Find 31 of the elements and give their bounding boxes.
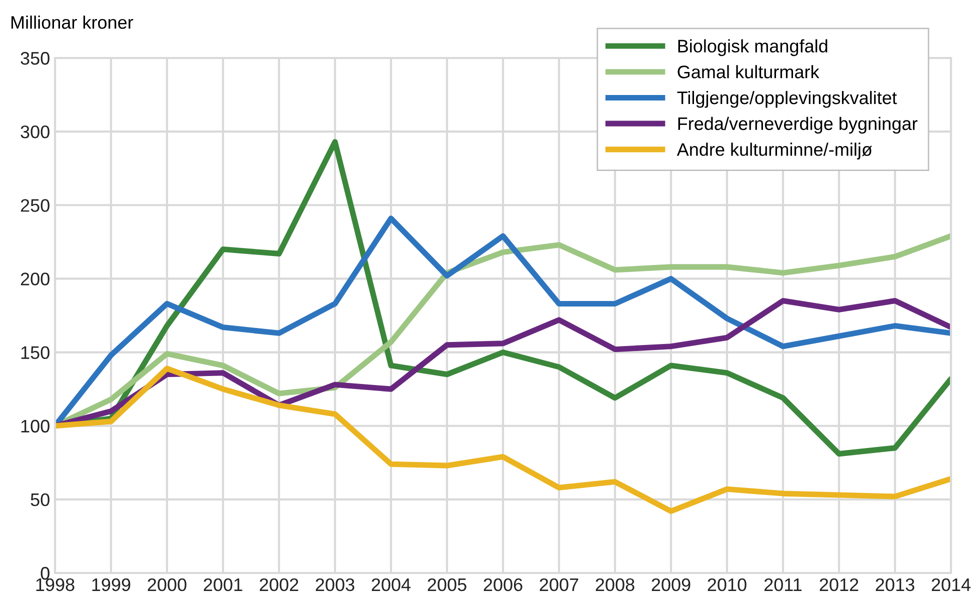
x-tick-label: 2014: [932, 578, 971, 592]
x-tick-label: 2010: [708, 578, 746, 592]
x-tick-label: 2002: [260, 578, 298, 592]
x-tick-label: 2008: [596, 578, 634, 592]
x-tick-label: 2003: [316, 578, 354, 592]
y-tick-label: 250: [20, 199, 50, 212]
x-tick-label: 2000: [148, 578, 186, 592]
x-tick-label: 2012: [820, 578, 858, 592]
x-tick-label: 1999: [92, 578, 130, 592]
x-tick-label: 2013: [876, 578, 914, 592]
y-tick-label: 50: [30, 493, 50, 506]
legend-label: Andre kulturminne/-miljø: [676, 142, 872, 160]
x-tick-label: 2004: [372, 578, 411, 592]
y-axis-title: Millionar kroner: [11, 16, 134, 29]
legend-label: Biologisk mangfald: [678, 39, 828, 56]
x-tick-label: 2005: [428, 578, 466, 592]
x-tick-label: 2006: [484, 578, 522, 592]
y-tick-label: 300: [20, 126, 50, 138]
x-tick-label: 2001: [204, 578, 242, 592]
x-tick-label: 1998: [36, 578, 74, 592]
legend-label: Freda/verneverdige bygningar: [678, 116, 918, 134]
legend-label: Tilgjenge/opplevingskvalitet: [677, 90, 897, 108]
y-tick-label: 0: [40, 566, 50, 580]
x-tick-label: 2011: [764, 578, 802, 592]
legend-label: Gamal kulturmark: [678, 65, 820, 78]
x-tick-label: 2009: [652, 578, 690, 592]
x-tick-label: 2007: [540, 578, 578, 592]
y-tick-label: 350: [20, 52, 50, 65]
y-tick-label: 200: [20, 272, 50, 286]
y-tick-label: 100: [21, 420, 50, 433]
y-tick-label: 150: [21, 346, 50, 360]
